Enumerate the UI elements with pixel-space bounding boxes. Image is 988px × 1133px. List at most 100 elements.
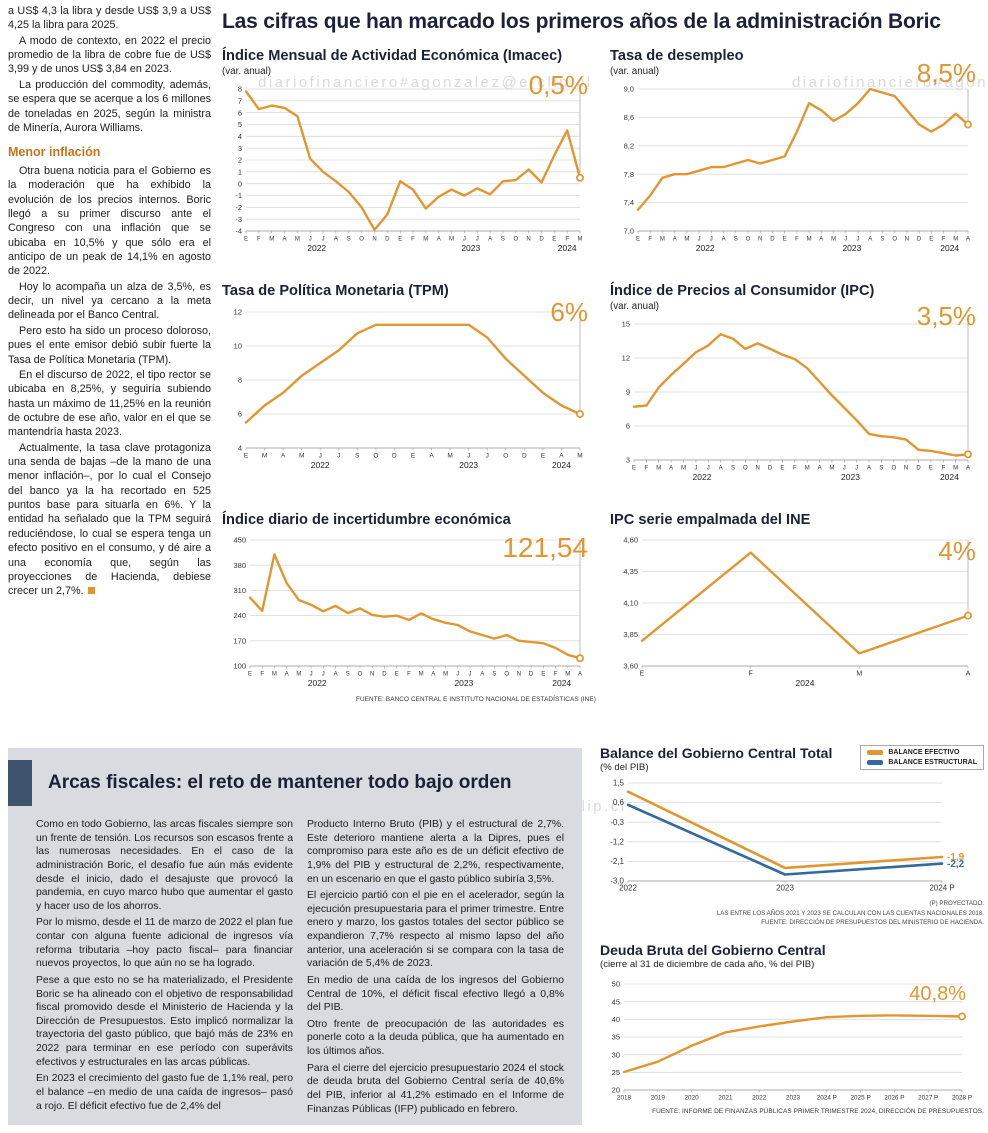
svg-text:F: F — [941, 465, 945, 471]
svg-text:O: O — [746, 236, 751, 242]
svg-text:S: S — [734, 236, 738, 242]
svg-text:J: J — [319, 452, 322, 459]
svg-text:J: J — [310, 672, 313, 678]
svg-text:J: J — [322, 236, 325, 242]
chart-title: Tasa de Política Monetaria (TPM) — [222, 282, 449, 299]
fiscal-column-2: Producto Interno Bruto (PIB) y el estruc… — [307, 818, 564, 1119]
legend-item: BALANCE ESTRUCTURAL — [867, 759, 977, 766]
svg-text:2024 P: 2024 P — [817, 1094, 837, 1101]
svg-text:2023: 2023 — [454, 678, 473, 688]
svg-text:A: A — [966, 236, 970, 242]
svg-text:M: M — [953, 236, 958, 242]
svg-text:M: M — [423, 236, 428, 242]
svg-text:0,6: 0,6 — [613, 798, 625, 807]
svg-text:J: J — [469, 672, 472, 678]
svg-text:2025 P: 2025 P — [850, 1094, 870, 1101]
fiscal-paragraph: Para el cierre del ejercicio presupuesta… — [307, 1062, 564, 1115]
svg-text:8: 8 — [238, 84, 242, 93]
section-accent-bar — [8, 760, 32, 806]
svg-text:9,0: 9,0 — [624, 84, 634, 93]
svg-text:A: A — [431, 672, 435, 678]
svg-text:J: J — [707, 465, 710, 471]
svg-text:F: F — [795, 236, 799, 242]
svg-text:E: E — [929, 236, 933, 242]
article-paragraph: Pero esto ha sido un proceso doloroso, p… — [8, 324, 211, 366]
svg-text:J: J — [322, 672, 325, 678]
svg-text:2023: 2023 — [776, 884, 794, 893]
svg-text:25: 25 — [612, 1068, 620, 1077]
chart-subtitle: (cierre al 31 de diciembre de cada año, … — [600, 958, 815, 970]
article-paragraph: A modo de contexto, en 2022 el precio pr… — [8, 34, 211, 76]
svg-text:6: 6 — [238, 409, 242, 418]
svg-text:A: A — [559, 452, 564, 459]
svg-text:O: O — [373, 452, 378, 459]
chart-source: FUENTE: INFORME DE FINANZAS PÚBLICAS PRI… — [652, 1107, 984, 1115]
fiscal-charts: Balance del Gobierno Central Total (% de… — [600, 745, 984, 1115]
svg-text:O: O — [358, 672, 363, 678]
svg-text:D: D — [770, 236, 775, 242]
svg-text:8: 8 — [238, 375, 242, 384]
article-subhead: Menor inflación — [8, 145, 101, 160]
svg-text:E: E — [780, 465, 784, 471]
svg-text:E: E — [552, 236, 556, 242]
latest-value-callout: 3,5% — [916, 300, 976, 331]
svg-text:E: E — [398, 236, 402, 242]
svg-text:-2,1: -2,1 — [610, 857, 624, 866]
chart-title: Índice diario de incertidumbre económica — [222, 511, 511, 528]
svg-text:2023: 2023 — [842, 243, 861, 253]
svg-text:A: A — [429, 452, 434, 459]
svg-text:J: J — [843, 465, 846, 471]
svg-text:S: S — [501, 236, 505, 242]
svg-text:-4: -4 — [235, 226, 242, 235]
svg-text:35: 35 — [612, 1033, 620, 1042]
chart-title: Balance del Gobierno Central Total — [600, 745, 833, 761]
chart-ipc-serie-empalmada: IPC serie empalmada del INE 4% 4,60 4,35 4… — [610, 512, 984, 695]
svg-text:3: 3 — [238, 144, 242, 153]
svg-text:J: J — [844, 236, 847, 242]
chart-footnote: (P) PROYECTADO. — [929, 900, 984, 907]
svg-text:A: A — [722, 236, 726, 242]
svg-text:S: S — [492, 672, 496, 678]
svg-text:2: 2 — [238, 155, 242, 164]
svg-text:E: E — [636, 236, 640, 242]
svg-text:S: S — [346, 672, 350, 678]
svg-text:M: M — [295, 236, 300, 242]
fiscal-header: Arcas fiscales: el reto de mantener todo… — [8, 760, 568, 806]
svg-text:2022: 2022 — [308, 678, 327, 688]
svg-text:6: 6 — [626, 421, 630, 430]
svg-text:S: S — [880, 236, 884, 242]
article-body: Otra buena noticia para el Gobierno es l… — [8, 164, 211, 599]
svg-text:4,10: 4,10 — [623, 599, 638, 608]
svg-text:310: 310 — [233, 586, 246, 595]
svg-text:2024: 2024 — [796, 678, 815, 688]
svg-text:F: F — [648, 236, 652, 242]
svg-text:2022: 2022 — [619, 884, 637, 893]
latest-value-callout: 40,8% — [909, 982, 966, 1005]
svg-text:2020: 2020 — [684, 1094, 699, 1101]
svg-text:E: E — [248, 672, 252, 678]
svg-text:N: N — [758, 236, 762, 242]
page-title: Las cifras que han marcado los primeros … — [222, 10, 941, 33]
svg-text:O: O — [513, 236, 518, 242]
svg-text:D: D — [768, 465, 773, 471]
svg-text:10: 10 — [234, 341, 242, 350]
svg-text:-3,0: -3,0 — [610, 877, 624, 886]
line-plot: 15 12 9 6 3 E F M A M J J A S O N D E F M A M J J A S O N D E F M A 2022 2… — [610, 316, 984, 488]
svg-text:7,4: 7,4 — [624, 198, 634, 207]
svg-text:F: F — [793, 465, 797, 471]
svg-text:S: S — [731, 465, 735, 471]
article-intro: a US$ 4,3 la libra y desde US$ 3,9 a US$… — [8, 4, 211, 135]
svg-text:D: D — [522, 452, 527, 459]
chart-subtitle: (% del PIB) — [600, 762, 649, 773]
chart-title: Índice Mensual de Actividad Económica (I… — [222, 48, 563, 64]
line-plot: 4,60 4,35 4,10 3,85 3,60 E F M A 2024 — [610, 532, 984, 694]
chart-legend: BALANCE EFECTIVO BALANCE ESTRUCTURAL — [860, 745, 984, 770]
article-paragraph: Otra buena noticia para el Gobierno es l… — [8, 164, 211, 278]
svg-text:F: F — [565, 236, 569, 242]
chart-desempleo: Tasa de desempleo (var. anual) 8,5% 9,0 8… — [610, 48, 984, 259]
svg-text:A: A — [673, 236, 677, 242]
svg-text:A: A — [719, 465, 723, 471]
svg-text:M: M — [681, 465, 686, 471]
svg-text:A: A — [578, 672, 582, 678]
svg-text:J: J — [456, 672, 459, 678]
